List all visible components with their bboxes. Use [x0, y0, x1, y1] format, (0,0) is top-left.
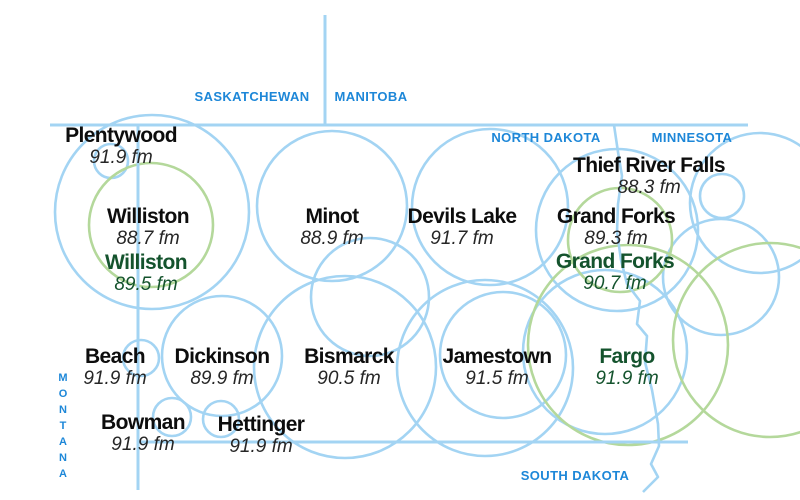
- region-label-north-dakota: NORTH DAKOTA: [491, 130, 601, 145]
- station-label-thief-river-falls-88-3-fm: Thief River Falls 88.3 fm: [572, 154, 726, 199]
- station-label-bowman-91-9-fm: Bowman 91.9 fm: [101, 411, 186, 456]
- blue-coverage-circle-central-nd: [309, 236, 431, 358]
- region-label-saskatchewan: SASKATCHEWAN: [194, 89, 310, 104]
- station-city: Beach: [84, 345, 146, 368]
- station-frequency: 91.9 fm: [83, 368, 147, 389]
- station-frequency: 91.9 fm: [111, 434, 175, 455]
- station-city: Dickinson: [174, 345, 271, 368]
- station-label-minot-88-9-fm: Minot 88.9 fm: [300, 206, 363, 250]
- station-frequency: 90.5 fm: [317, 368, 381, 389]
- blue-coverage-circle-bowman: [151, 396, 193, 438]
- station-city: Jamestown: [442, 345, 553, 368]
- station-city: Grand Forks: [555, 250, 675, 273]
- green-coverage-circle-minnesota-east: [671, 241, 800, 439]
- station-frequency: 89.9 fm: [190, 368, 254, 389]
- station-city: Williston: [107, 205, 190, 228]
- blue-coverage-circle-dickinson: [160, 294, 284, 418]
- station-label-grand-forks-89-3-fm: Grand Forks 89.3 fm: [556, 205, 676, 250]
- station-city: Plentywood: [65, 124, 177, 147]
- station-frequency: 88.7 fm: [116, 228, 180, 249]
- station-frequency: 88.3 fm: [617, 177, 681, 198]
- station-city: Fargo: [599, 345, 655, 368]
- blue-coverage-circle-minnesota-central: [661, 217, 781, 337]
- region-label-south-dakota: SOUTH DAKOTA: [520, 468, 630, 483]
- station-label-williston-89-5-fm: Williston 89.5 fm: [105, 251, 188, 296]
- blue-coverage-circle-jamestown: [438, 290, 568, 420]
- station-label-plentywood-91-9-fm: Plentywood 91.9 fm: [65, 125, 177, 169]
- station-frequency: 91.9 fm: [595, 368, 659, 389]
- station-frequency: 90.7 fm: [583, 273, 647, 294]
- blue-coverage-circle-minot: [255, 129, 409, 283]
- blue-coverage-circle-jamestown-outer: [395, 278, 575, 458]
- region-label-manitoba: MANITOBA: [334, 89, 408, 104]
- green-coverage-circle-fargo-91-9: [526, 243, 730, 447]
- station-label-grand-forks-90-7-fm: Grand Forks 90.7 fm: [555, 250, 675, 295]
- station-frequency: 88.9 fm: [300, 228, 364, 249]
- blue-coverage-circle-hettinger: [201, 399, 241, 439]
- region-label-minnesota: MINNESOTA: [651, 130, 733, 145]
- station-label-dickinson-89-9-fm: Dickinson 89.9 fm: [174, 345, 271, 390]
- station-label-fargo-91-9-fm: Fargo 91.9 fm: [595, 346, 658, 390]
- station-city: Bismarck: [304, 345, 394, 368]
- station-city: Thief River Falls: [572, 154, 726, 177]
- station-city: Bowman: [101, 411, 186, 434]
- station-frequency: 91.9 fm: [89, 147, 153, 168]
- station-city: Hettinger: [217, 413, 305, 436]
- station-label-jamestown-91-5-fm: Jamestown 91.5 fm: [442, 345, 553, 390]
- region-label-montana: MONTANA: [57, 372, 69, 484]
- green-coverage-circle-williston-89-5: [87, 161, 215, 289]
- blue-coverage-circle-williston: [53, 113, 251, 311]
- station-frequency: 91.7 fm: [430, 228, 494, 249]
- station-label-hettinger-91-9-fm: Hettinger 91.9 fm: [218, 414, 305, 458]
- station-label-devils-lake-91-7-fm: Devils Lake 91.7 fm: [407, 205, 518, 250]
- station-label-bismarck-90-5-fm: Bismarck 90.5 fm: [304, 346, 394, 390]
- station-city: Minot: [305, 205, 360, 228]
- station-city: Grand Forks: [556, 205, 676, 228]
- station-label-williston-88-7-fm: Williston 88.7 fm: [107, 205, 190, 250]
- station-city: Williston: [105, 251, 188, 274]
- blue-coverage-circle-minnesota-north: [688, 131, 800, 275]
- blue-coverage-circle-devils-lake: [410, 127, 570, 287]
- station-frequency: 91.5 fm: [465, 368, 529, 389]
- blue-coverage-circle-fargo: [521, 268, 689, 436]
- station-frequency: 91.9 fm: [229, 436, 293, 457]
- blue-coverage-circle-beach: [121, 338, 161, 378]
- river-line-red-river: [612, 124, 661, 493]
- station-frequency: 89.3 fm: [584, 228, 648, 249]
- station-frequency: 89.5 fm: [114, 274, 178, 295]
- station-city: Devils Lake: [407, 205, 518, 228]
- blue-coverage-circle-bismarck: [252, 274, 438, 460]
- station-label-beach-91-9-fm: Beach 91.9 fm: [83, 346, 146, 390]
